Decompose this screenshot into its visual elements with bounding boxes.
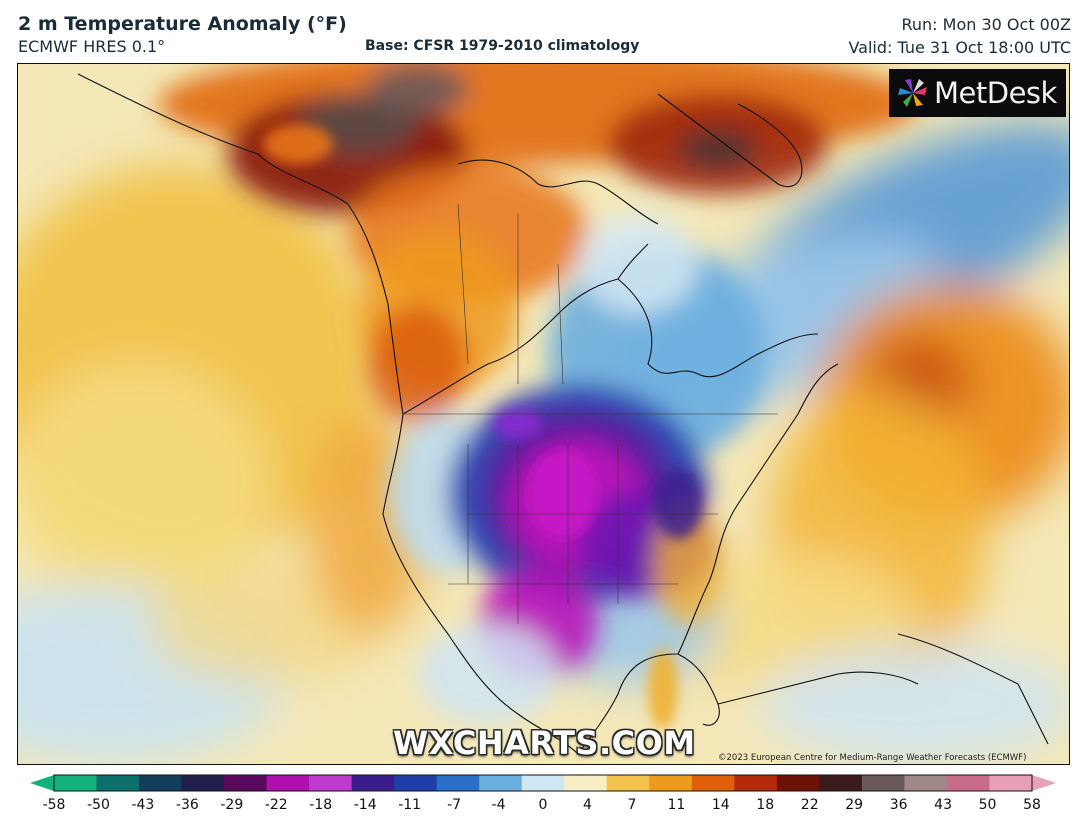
colorbar-cell <box>351 775 395 791</box>
colorbar-tick-label: 4 <box>582 797 592 813</box>
colorbar-tick-label: -18 <box>309 797 333 813</box>
colorbar-tick-label: 14 <box>711 797 730 813</box>
colorbar-cell <box>394 775 438 791</box>
valid-time-label: Valid: Tue 31 Oct 18:00 UTC <box>848 38 1071 57</box>
colorbar-cell <box>139 775 183 791</box>
colorbar-cell <box>309 775 353 791</box>
colorbar-tick-label: 7 <box>627 797 637 813</box>
metdesk-logo: MetDesk <box>889 69 1066 117</box>
colorbar-cell <box>649 775 693 791</box>
colorbar-cells <box>54 775 1033 791</box>
wxcharts-watermark: WXCHARTS.COM <box>393 724 696 762</box>
colorbar-cell <box>54 775 98 791</box>
anomaly-map[interactable] <box>17 63 1070 765</box>
colorbar <box>30 774 1056 792</box>
colorbar-tick-label: 18 <box>756 797 775 813</box>
colorbar-labels: -58 -50 -43 -36 -29 -22 -18 -14 -11 -7 -4 0 4 7 11 14 18… <box>0 797 1088 817</box>
colorbar-tick-label: 43 <box>934 797 952 813</box>
colorbar-cell <box>479 775 523 791</box>
state-borders <box>403 203 778 624</box>
colorbar-cell <box>946 775 990 791</box>
colorbar-tick-label: -43 <box>131 797 155 813</box>
colorbar-tick-label: -50 <box>87 797 110 813</box>
detail-layer <box>263 124 703 729</box>
colorbar-tick-label: -58 <box>42 797 66 813</box>
colorbar-tick-label: -11 <box>398 797 422 813</box>
colorbar-cell <box>181 775 225 791</box>
colorbar-tick-label: 11 <box>667 797 686 813</box>
model-label: ECMWF HRES 0.1° <box>18 37 166 56</box>
metdesk-logo-text: MetDesk <box>934 76 1057 110</box>
colorbar-cell <box>266 775 310 791</box>
colorbar-tick-label: 0 <box>538 797 548 813</box>
colorbar-cell <box>96 775 140 791</box>
colorbar-cell <box>861 775 905 791</box>
colorbar-min-arrow <box>30 775 54 791</box>
colorbar-cell <box>734 775 778 791</box>
colorbar-cell <box>606 775 650 791</box>
climatology-base-label: Base: CFSR 1979-2010 climatology <box>365 38 640 54</box>
colorbar-cell <box>776 775 820 791</box>
colorbar-tick-label: -22 <box>264 797 288 813</box>
colorbar-cell <box>989 775 1033 791</box>
colorbar-tick-label: -7 <box>447 797 462 813</box>
run-time-label: Run: Mon 30 Oct 00Z <box>901 15 1072 34</box>
colorbar-tick-label: -4 <box>491 797 506 813</box>
colorbar-tick-label: 29 <box>845 797 864 813</box>
colorbar-outline <box>53 774 1033 792</box>
colorbar-cell <box>904 775 948 791</box>
colorbar-cell <box>819 775 863 791</box>
colorbar-cell <box>224 775 268 791</box>
coastlines <box>77 73 1049 755</box>
map-title: 2 m Temperature Anomaly (°F) <box>18 13 347 35</box>
colorbar-cell <box>521 775 565 791</box>
colorbar-tick-label: 36 <box>889 797 908 813</box>
colorbar-tick-label: -14 <box>353 797 377 813</box>
colorbar-tick-label: -29 <box>220 797 244 813</box>
copyright-notice: ©2023 European Centre for Medium-Range W… <box>718 753 1027 763</box>
colorbar-max-arrow <box>1032 775 1056 791</box>
colorbar-cell <box>564 775 608 791</box>
colorbar-tick-label: 50 <box>978 797 997 813</box>
colorbar-cell <box>691 775 735 791</box>
metdesk-pinwheel-icon <box>898 79 927 107</box>
colorbar-tick-label: -36 <box>175 797 199 813</box>
colorbar-tick-label: 22 <box>800 797 819 813</box>
anomaly-map-canvas <box>18 64 1069 764</box>
colorbar-tick-label: 58 <box>1023 797 1041 813</box>
colorbar-cell <box>436 775 480 791</box>
